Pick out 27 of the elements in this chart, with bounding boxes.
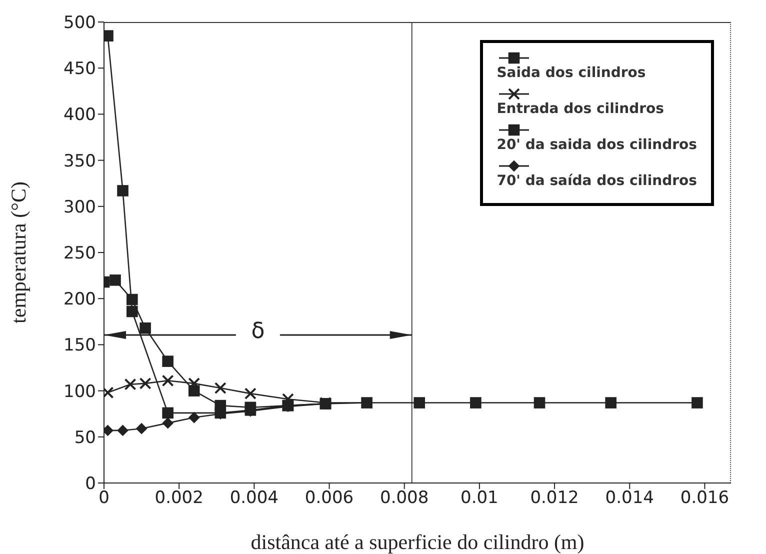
x-tick-label: 0.016 <box>680 488 730 508</box>
y-tick-label: 450 <box>64 59 96 80</box>
y-tick-label: 500 <box>64 13 96 34</box>
x-tick-label: 0.002 <box>154 488 204 508</box>
x-tick-label: 0.012 <box>530 488 579 508</box>
x-tick-label: 0.004 <box>230 488 279 508</box>
y-tick-label: 400 <box>64 105 96 126</box>
x-tick-label: 0.014 <box>605 488 654 508</box>
y-tick-label: 50 <box>74 428 96 448</box>
x-tick-label: 0.006 <box>304 488 354 508</box>
y-tick-label: 300 <box>64 197 96 218</box>
y-tick-label: 150 <box>64 336 96 356</box>
y-tick-label: 200 <box>64 290 96 310</box>
legend-label: 70' da saída dos cilindros <box>496 173 697 189</box>
x-tick-label: 0 <box>98 488 110 508</box>
legend-label: 20' da saida dos cilindros <box>496 137 697 153</box>
x-tick-label: 0.008 <box>380 488 429 508</box>
y-tick-label: 250 <box>64 244 96 264</box>
y-tick-label: 100 <box>64 382 96 402</box>
legend-label: Saida dos cilindros <box>496 65 646 81</box>
y-tick-label: 0 <box>85 474 96 494</box>
legend-label: Entrada dos cilindros <box>496 101 664 117</box>
x-tick-label: 0.01 <box>460 488 498 508</box>
x-axis-title: distânca até a superficie do cilindro (m) <box>250 530 584 554</box>
y-tick-label: 350 <box>64 151 96 172</box>
y-axis-title: temperatura (°C) <box>6 182 30 324</box>
annotation: δ <box>250 319 266 346</box>
